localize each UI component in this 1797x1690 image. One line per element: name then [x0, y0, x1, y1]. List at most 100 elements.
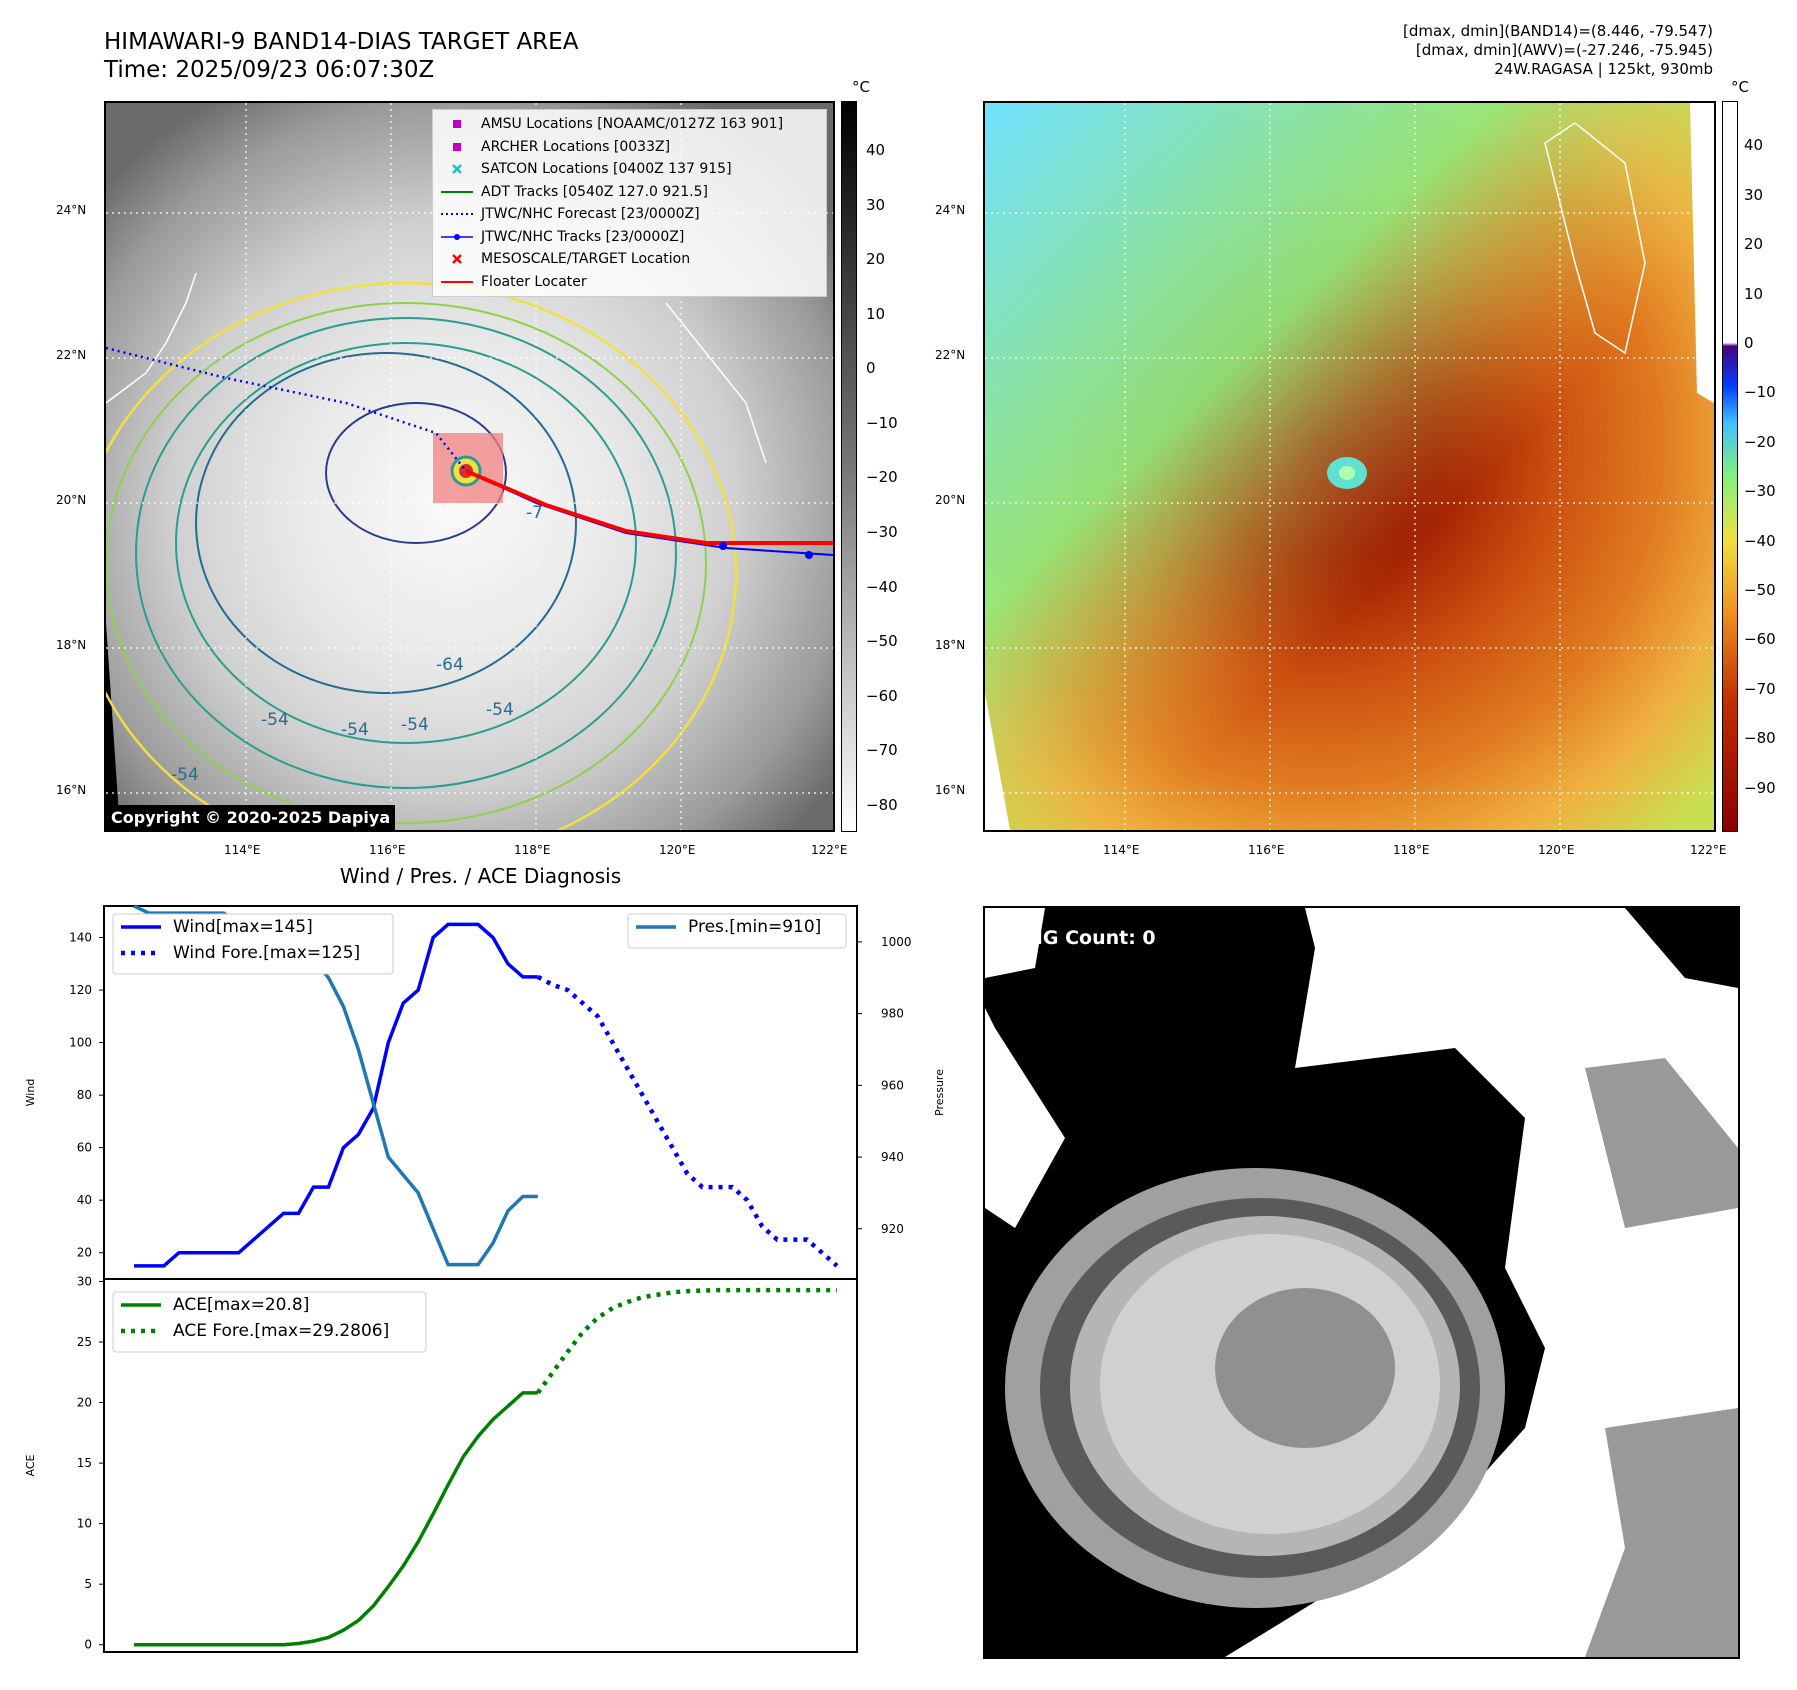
y-right-tick-label: 980 — [881, 1007, 904, 1021]
y-right-tick-label: 940 — [881, 1150, 904, 1164]
y-tick-label: 20 — [77, 1396, 92, 1410]
colorbar-tick: −70 — [866, 741, 898, 760]
floater-track — [465, 469, 833, 545]
colorbar-tick: −20 — [866, 468, 898, 487]
no-data-wedge — [1690, 103, 1714, 403]
colorbar-tick: −70 — [1744, 679, 1776, 698]
legend-marker — [441, 190, 473, 193]
colorbar-tick: −80 — [1744, 729, 1776, 748]
legend-square — [453, 142, 461, 151]
colorbar-tick: 30 — [866, 195, 886, 214]
y-tick-label: 40 — [77, 1193, 92, 1207]
legend-label: Wind[max=145] — [173, 917, 313, 937]
legend-label: ADT Tracks [0540Z 127.0 921.5] — [481, 183, 708, 200]
y-right-tick-label: 960 — [881, 1078, 904, 1092]
colorbar-unit: °C — [852, 78, 870, 96]
lon-label: 114°E — [224, 843, 261, 857]
colorbar-tick: 20 — [1744, 235, 1764, 254]
chart-legend: ACE[max=20.8] ACE Fore.[max=29.2806] — [112, 1291, 427, 1353]
y-tick-label: 0 — [84, 1638, 92, 1652]
lon-label: 118°E — [514, 843, 551, 857]
colorbar-tick: 10 — [866, 304, 886, 323]
lon-label: 122°E — [1690, 843, 1727, 857]
lon-label: 120°E — [659, 843, 696, 857]
lon-label: 116°E — [369, 843, 406, 857]
colorbar-tick: −40 — [1744, 531, 1776, 550]
lat-label: 20°N — [56, 493, 87, 507]
wmg-gray-region — [1585, 1058, 1738, 1228]
y-tick-label: 60 — [77, 1141, 92, 1155]
series-line — [133, 904, 538, 1267]
lon-label: 114°E — [1103, 843, 1140, 857]
no-data-wedge — [985, 693, 1010, 830]
contour-label: -54 — [341, 720, 369, 740]
contour-label: -54 — [486, 700, 514, 720]
legend-entry: ADT Tracks [0540Z 127.0 921.5] — [439, 181, 820, 204]
awv-map-panel — [983, 101, 1716, 832]
wmg-gray-region — [1585, 1408, 1738, 1657]
legend-entry: ARCHER Locations [0033Z] — [439, 136, 820, 159]
y-tick-label: 140 — [69, 931, 92, 945]
y-axis-label: ACE — [24, 1454, 37, 1476]
color-colorbar — [1722, 101, 1738, 832]
colorbar-tick: 30 — [1744, 185, 1764, 204]
colorbar-tick: 10 — [1744, 284, 1764, 303]
legend-box — [627, 913, 847, 949]
colorbar-tick: 0 — [866, 359, 876, 378]
lon-label: 120°E — [1538, 843, 1575, 857]
legend-box — [112, 1291, 427, 1353]
legend-marker — [452, 164, 462, 175]
contour-label: -54 — [171, 765, 199, 785]
series-line — [536, 974, 839, 1268]
chart-legend: Pres.[min=910] — [627, 913, 847, 949]
lat-label: 20°N — [935, 493, 966, 507]
legend-entry: JTWC/NHC Forecast [23/0000Z] — [439, 203, 820, 226]
legend-label: ACE[max=20.8] — [173, 1295, 309, 1315]
lat-label: 24°N — [935, 203, 966, 217]
lat-label: 24°N — [56, 203, 87, 217]
wmg-count-label: WMG Count: 0 — [1003, 927, 1156, 949]
contour-label: -54 — [261, 710, 289, 730]
track-point — [805, 551, 813, 559]
wmg-panel: WMG Count: 0 — [983, 906, 1740, 1659]
legend-label: Pres.[min=910] — [688, 917, 821, 937]
y-right-tick-label: 1000 — [881, 935, 912, 949]
eye-core — [1339, 466, 1355, 480]
contour-label: -64 — [436, 655, 464, 675]
series-line — [536, 1287, 837, 1395]
figure-stats: [dmax, dmin](BAND14)=(8.446, -79.547) [d… — [1403, 22, 1713, 79]
lat-label: 16°N — [56, 783, 87, 797]
legend-entry: Floater Locater — [439, 271, 820, 294]
legend-label: AMSU Locations [NOAAMC/0127Z 163 901] — [481, 116, 784, 132]
legend-marker — [452, 254, 462, 265]
figure-title: HIMAWARI-9 BAND14-DIAS TARGET AREA Time:… — [104, 28, 578, 84]
lat-label: 18°N — [56, 638, 87, 652]
legend-marker — [453, 142, 461, 151]
lon-label: 118°E — [1393, 843, 1430, 857]
y-tick-label: 30 — [77, 1274, 92, 1288]
legend-box — [112, 913, 394, 975]
colorbar-tick: −60 — [866, 686, 898, 705]
no-data-wedge — [106, 623, 120, 830]
legend-label: JTWC/NHC Tracks [23/0000Z] — [481, 228, 685, 245]
legend-entry: SATCON Locations [0400Z 137 915] — [439, 158, 820, 181]
wmg-black-region — [1625, 908, 1738, 988]
lon-label: 122°E — [811, 843, 848, 857]
y-tick-label: 15 — [77, 1456, 92, 1470]
track-point — [719, 542, 727, 550]
copyright-label: Copyright © 2020-2025 Dapiya — [106, 805, 396, 830]
y-tick-label: 120 — [69, 983, 92, 997]
map-legend: AMSU Locations [NOAAMC/0127Z 163 901] ARC… — [432, 109, 827, 297]
legend-marker — [441, 280, 473, 283]
legend-label: Floater Locater — [481, 273, 587, 290]
y-axis-label: Wind — [24, 1079, 37, 1107]
diagnosis-charts: 204060801001201409209409609801000Pressur… — [24, 904, 946, 1653]
contour-label: -54 — [401, 715, 429, 735]
legend-square — [453, 120, 461, 129]
lon-label: 116°E — [1248, 843, 1285, 857]
chart-title: Wind / Pres. / ACE Diagnosis — [339, 864, 622, 888]
colorbar-tick: −30 — [866, 522, 898, 541]
legend-dot — [454, 233, 460, 240]
legend-marker — [453, 120, 461, 129]
wmg-white-region — [985, 1008, 1065, 1228]
